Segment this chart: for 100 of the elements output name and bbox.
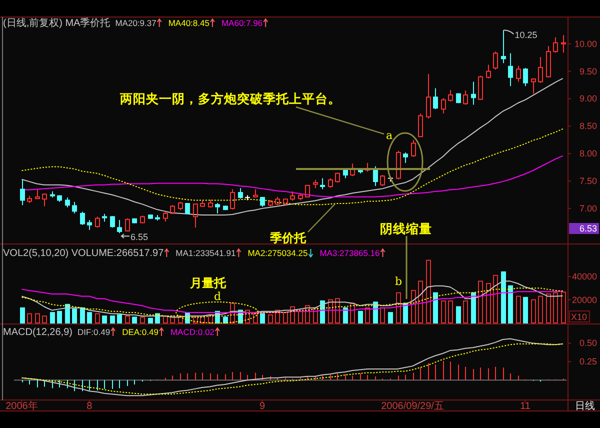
text: MA40:8.45 [168,18,210,28]
line-series [21,288,564,314]
bar [358,310,363,324]
x-tick-label: 11 [520,401,531,412]
candlestick [561,34,566,54]
bar [57,310,62,324]
bar [148,318,153,324]
x-tick-label: 2006年 [6,400,38,412]
annotation: MACD:0.02 [170,327,215,337]
candlestick [538,56,543,84]
bar [163,316,168,324]
candlestick [508,52,513,87]
bar [523,296,528,324]
bar [200,316,205,324]
y-tick-label: 9.50 [579,66,597,76]
bar [411,290,416,324]
bar [223,316,228,324]
bar [20,307,25,324]
bar [456,306,461,324]
bar [538,296,543,324]
bar [501,271,506,324]
candlestick [200,200,205,207]
bar [516,296,521,324]
x-tick-label: 2006/09/29/五 [381,401,444,412]
bar [35,313,40,324]
bar [298,310,303,324]
y-tick-label: 10.00 [574,38,597,49]
bar [471,292,476,324]
bar [80,307,85,324]
bar [448,300,453,324]
candlestick [471,81,476,106]
bar [178,316,183,324]
candlestick [20,178,25,206]
bar [561,292,566,324]
bar [260,313,265,324]
line-series [21,288,564,318]
y-axis-title: X10 [571,312,588,322]
y-tick-label: 7.00 [579,203,597,214]
y-tick-label: 8.00 [579,148,597,159]
bar [493,274,498,324]
text: MA2:275034.25 [248,248,308,258]
text: DEA:0.49 [122,327,159,337]
y-tick-label: 0.50 [579,338,597,348]
bar [365,307,370,324]
y-tick-label: 0.25 [579,356,597,367]
y-tick-label: 7.50 [579,176,597,186]
line-series [21,78,564,216]
bar [328,299,333,324]
annotation: 两阳夹一阴，多方炮突破季托上平台。 [119,91,341,106]
bar [313,307,318,324]
chart-title: MACD(12,26,9) [3,327,72,338]
text: MA60:7.96 [221,18,263,28]
y-tick-label: 40000 [572,272,597,282]
text: MA20:9.37 [115,18,157,28]
bar [478,280,483,324]
text: DIF:0.49 [77,327,110,337]
annotation: 阴线缩量 [380,221,432,236]
bar [170,316,175,324]
bar [65,304,70,324]
bar [335,298,340,324]
bar [531,299,536,324]
bar [396,292,401,324]
bar [245,310,250,324]
bar [95,313,100,324]
bar [463,300,468,324]
bar [343,307,348,324]
bar [42,316,47,324]
bar [380,307,385,324]
bar [102,316,107,324]
annotation: 6.55 [130,232,148,242]
bar [508,285,513,324]
y-tick-label: 9.00 [579,94,597,104]
bar [305,305,310,324]
bar [27,313,32,324]
bar [441,300,446,324]
text: 6.53 [579,224,597,234]
bar [87,312,92,324]
bar [253,313,258,324]
bar [50,312,55,324]
bar [553,292,558,324]
annotation: 季价托 [269,231,307,245]
bar [290,306,295,324]
y-tick-label: 20000 [572,294,597,305]
bar [193,316,198,324]
bar [350,302,355,324]
bar [275,310,280,324]
bar [117,314,122,324]
text: MA3:273865.16 [320,248,380,258]
annotation: b [395,275,402,288]
annotation: 10.25 [514,30,538,40]
annotation: 月量托 [189,276,227,290]
y-tick-label: 8.50 [579,121,597,132]
bar [110,316,115,324]
bar [433,292,438,324]
bar [132,316,137,324]
text: 日线 [575,400,595,412]
bar [426,260,431,324]
bar [418,280,423,324]
text: MA1:233541.91 [176,248,236,258]
bar [125,316,130,324]
